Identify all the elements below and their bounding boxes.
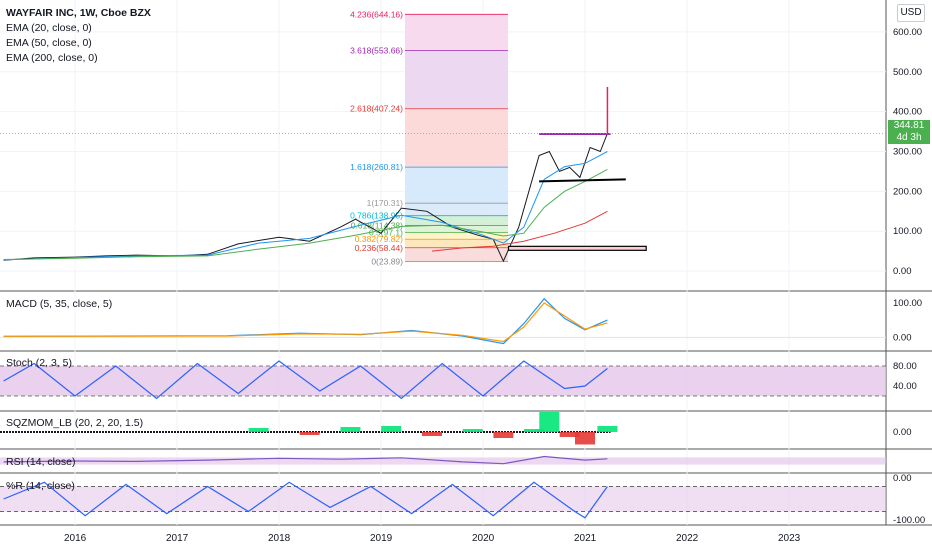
fib-zone bbox=[405, 108, 508, 168]
time-tick-label: 2017 bbox=[166, 533, 189, 544]
support-line bbox=[539, 178, 626, 183]
fib-level-label: 1.618(260.81) bbox=[350, 162, 403, 172]
time-tick-label: 2022 bbox=[676, 533, 699, 544]
currency-button[interactable]: USD bbox=[897, 4, 925, 22]
williams-title[interactable]: %R (14, close) bbox=[6, 480, 75, 492]
sqz-bar bbox=[539, 412, 560, 432]
rsi-line bbox=[3, 455, 608, 465]
time-tick-label: 2021 bbox=[574, 533, 597, 544]
stoch-tick-label: 40.00 bbox=[893, 381, 917, 392]
price-tick-label: 400.00 bbox=[893, 107, 922, 118]
fib-level-label: 0.236(58.44) bbox=[355, 243, 403, 253]
fib-zone bbox=[405, 215, 508, 226]
fib-level-label: 0.786(138.95) bbox=[350, 211, 403, 221]
symbol-title[interactable]: WAYFAIR INC, 1W, Cboe BZX bbox=[6, 7, 151, 19]
fib-level-label: 0(23.89) bbox=[371, 257, 403, 267]
sqz-bar bbox=[248, 428, 269, 432]
last-price: 344.81 bbox=[893, 120, 925, 131]
fib-level-label: 4.236(644.16) bbox=[350, 9, 403, 19]
sqz-bar bbox=[462, 429, 483, 432]
sqzmom-title[interactable]: SQZMOM_LB (20, 2, 20, 1.5) bbox=[6, 417, 144, 429]
sqz-bar bbox=[340, 427, 361, 432]
stoch-band bbox=[0, 366, 886, 396]
price-tick-label: 600.00 bbox=[893, 27, 922, 38]
time-tick-label: 2016 bbox=[64, 533, 87, 544]
fib-zone bbox=[405, 14, 508, 51]
rsi-title[interactable]: RSI (14, close) bbox=[6, 456, 76, 468]
fib-level-label: 3.618(553.66) bbox=[350, 45, 403, 55]
time-tick-label: 2020 bbox=[472, 533, 495, 544]
stoch-title[interactable]: Stoch (2, 3, 5) bbox=[6, 357, 72, 369]
price-tick-label: 300.00 bbox=[893, 146, 922, 157]
fib-zone bbox=[405, 232, 508, 240]
fib-level-label: 2.618(407.24) bbox=[350, 104, 403, 114]
sqz-bar bbox=[559, 432, 580, 437]
stoch-k-line bbox=[3, 360, 608, 400]
legend-ema20[interactable]: EMA (20, close, 0) bbox=[6, 22, 92, 34]
price-tick-label: 100.00 bbox=[893, 226, 922, 237]
sqz-bar bbox=[575, 432, 595, 445]
fib-zone bbox=[405, 203, 508, 216]
sqz-bar bbox=[493, 432, 514, 438]
williams-band bbox=[0, 486, 886, 512]
price-tick-label: 500.00 bbox=[893, 67, 922, 78]
sqz-tick-label: 0.00 bbox=[893, 427, 912, 438]
ema50-line bbox=[3, 168, 608, 260]
countdown: 4d 3h bbox=[896, 132, 922, 143]
legend: WAYFAIR INC, 1W, Cboe BZX EMA (20, close… bbox=[6, 6, 151, 66]
fib-zone bbox=[405, 167, 508, 204]
macd-signal-line bbox=[3, 302, 608, 343]
ema200-line bbox=[431, 210, 608, 252]
sqz-bar bbox=[597, 426, 618, 432]
time-tick-label: 2019 bbox=[370, 533, 393, 544]
fib-zone bbox=[405, 239, 508, 248]
fib-level-label: 0.5(97.1) bbox=[369, 227, 403, 237]
williams-tick-label: -100.00 bbox=[893, 515, 925, 526]
williams-line bbox=[3, 481, 608, 519]
sqz-bar bbox=[381, 426, 402, 432]
macd-tick-label: 100.00 bbox=[893, 298, 922, 309]
sqz-bar bbox=[299, 432, 320, 435]
macd-title[interactable]: MACD (5, 35, close, 5) bbox=[6, 298, 113, 310]
legend-ema50[interactable]: EMA (50, close, 0) bbox=[6, 37, 92, 49]
fib-level-label: 0.618(114.38) bbox=[351, 220, 403, 230]
fib-level-label: 0.382(79.82) bbox=[355, 234, 403, 244]
time-tick-label: 2018 bbox=[268, 533, 291, 544]
support-zone-box bbox=[507, 245, 647, 251]
stoch-tick-label: 80.00 bbox=[893, 361, 917, 372]
price-tick-label: 200.00 bbox=[893, 186, 922, 197]
sqz-bar bbox=[422, 432, 442, 436]
last-price-tag: 344.81 4d 3h bbox=[888, 120, 930, 144]
price-tick-label: 0.00 bbox=[893, 266, 912, 277]
sqz-bar bbox=[524, 429, 544, 432]
macd-tick-label: 0.00 bbox=[893, 332, 912, 343]
legend-ema200[interactable]: EMA (200, close, 0) bbox=[6, 52, 98, 64]
macd-line bbox=[3, 297, 608, 345]
time-tick-label: 2023 bbox=[778, 533, 801, 544]
fib-zone bbox=[405, 50, 508, 109]
williams-tick-label: 0.00 bbox=[893, 473, 912, 484]
fib-zone bbox=[405, 247, 508, 262]
fib-level-label: 1(170.31) bbox=[367, 198, 404, 208]
ema20-line bbox=[3, 151, 608, 261]
